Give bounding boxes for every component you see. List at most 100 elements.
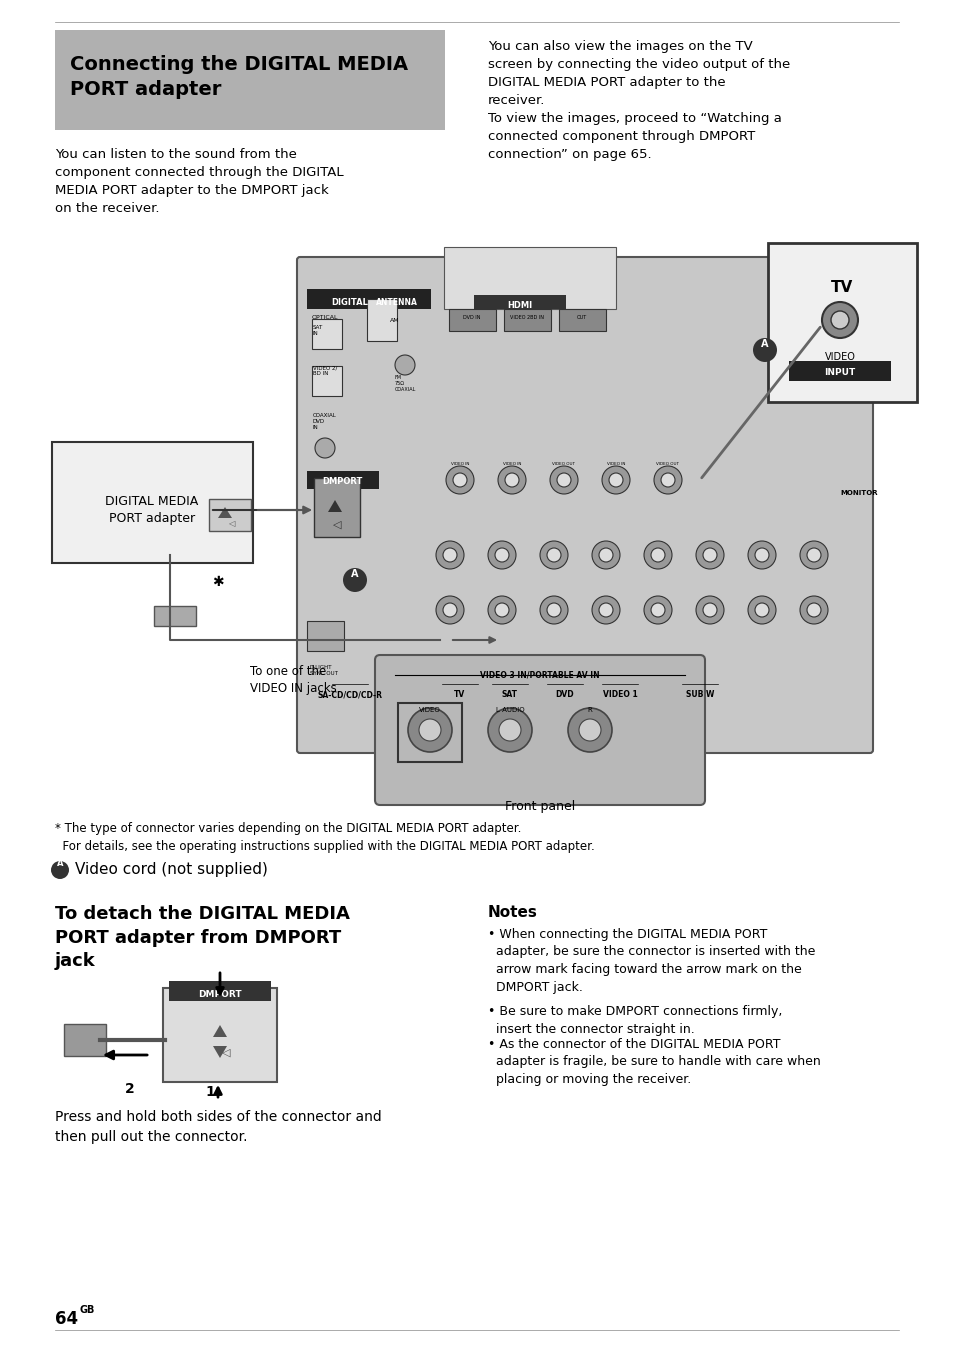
FancyBboxPatch shape bbox=[296, 257, 872, 753]
Text: GB: GB bbox=[80, 1305, 95, 1315]
Circle shape bbox=[800, 541, 827, 569]
Text: TV: TV bbox=[830, 280, 852, 295]
Circle shape bbox=[442, 548, 456, 562]
Circle shape bbox=[702, 548, 717, 562]
FancyBboxPatch shape bbox=[314, 479, 359, 537]
Text: ◁: ◁ bbox=[333, 521, 341, 530]
Circle shape bbox=[314, 438, 335, 458]
Text: 1: 1 bbox=[205, 1086, 214, 1099]
Circle shape bbox=[495, 603, 509, 617]
Text: VIDEO 1: VIDEO 1 bbox=[602, 690, 637, 699]
Circle shape bbox=[806, 548, 821, 562]
Circle shape bbox=[453, 473, 467, 487]
FancyBboxPatch shape bbox=[364, 289, 431, 310]
Circle shape bbox=[821, 301, 857, 338]
Circle shape bbox=[488, 708, 532, 752]
Text: INPUT: INPUT bbox=[823, 368, 855, 377]
FancyBboxPatch shape bbox=[443, 247, 616, 310]
FancyBboxPatch shape bbox=[55, 30, 444, 130]
Text: DIGITAL MEDIA
PORT adapter: DIGITAL MEDIA PORT adapter bbox=[105, 495, 198, 525]
FancyBboxPatch shape bbox=[307, 289, 394, 310]
Circle shape bbox=[650, 603, 664, 617]
Text: Video cord (not supplied): Video cord (not supplied) bbox=[75, 863, 268, 877]
Text: TV: TV bbox=[454, 690, 465, 699]
Circle shape bbox=[592, 596, 619, 625]
Circle shape bbox=[408, 708, 452, 752]
Text: SAT: SAT bbox=[501, 690, 517, 699]
Circle shape bbox=[754, 548, 768, 562]
Circle shape bbox=[436, 596, 463, 625]
FancyBboxPatch shape bbox=[503, 310, 551, 331]
FancyBboxPatch shape bbox=[312, 319, 341, 349]
Circle shape bbox=[752, 338, 776, 362]
Text: VIDEO: VIDEO bbox=[823, 352, 855, 362]
Circle shape bbox=[546, 603, 560, 617]
Circle shape bbox=[578, 719, 600, 741]
Text: D-LIGHT
SYNC OUT: D-LIGHT SYNC OUT bbox=[310, 665, 337, 676]
Text: ✱: ✱ bbox=[212, 575, 224, 589]
Circle shape bbox=[343, 568, 367, 592]
FancyBboxPatch shape bbox=[474, 295, 565, 310]
Circle shape bbox=[800, 596, 827, 625]
Text: ◁: ◁ bbox=[221, 1048, 230, 1059]
Text: OUT: OUT bbox=[577, 315, 586, 320]
FancyBboxPatch shape bbox=[163, 988, 276, 1082]
Polygon shape bbox=[328, 500, 341, 512]
Polygon shape bbox=[213, 1025, 227, 1037]
Circle shape bbox=[539, 541, 567, 569]
Text: COAXIAL
DVD
IN: COAXIAL DVD IN bbox=[313, 412, 336, 430]
Text: VIDEO: VIDEO bbox=[418, 707, 440, 713]
Circle shape bbox=[567, 708, 612, 752]
Circle shape bbox=[696, 541, 723, 569]
Circle shape bbox=[557, 473, 571, 487]
Circle shape bbox=[608, 473, 622, 487]
Circle shape bbox=[418, 719, 440, 741]
FancyBboxPatch shape bbox=[367, 299, 396, 341]
Text: • When connecting the DIGITAL MEDIA PORT
  adapter, be sure the connector is ins: • When connecting the DIGITAL MEDIA PORT… bbox=[488, 927, 815, 994]
Text: 64: 64 bbox=[55, 1310, 78, 1328]
Circle shape bbox=[546, 548, 560, 562]
Text: AM: AM bbox=[390, 318, 399, 323]
Text: You can listen to the sound from the
component connected through the DIGITAL
MED: You can listen to the sound from the com… bbox=[55, 147, 343, 215]
Circle shape bbox=[592, 541, 619, 569]
Text: OPTICAL: OPTICAL bbox=[312, 315, 338, 320]
FancyBboxPatch shape bbox=[52, 442, 253, 562]
FancyBboxPatch shape bbox=[788, 361, 890, 381]
FancyBboxPatch shape bbox=[169, 982, 271, 1000]
Circle shape bbox=[550, 466, 578, 493]
Circle shape bbox=[601, 466, 629, 493]
FancyBboxPatch shape bbox=[153, 606, 195, 626]
Circle shape bbox=[598, 548, 613, 562]
Text: You can also view the images on the TV
screen by connecting the video output of : You can also view the images on the TV s… bbox=[488, 41, 789, 161]
Circle shape bbox=[395, 356, 415, 375]
Text: Front panel: Front panel bbox=[504, 800, 575, 813]
Polygon shape bbox=[218, 507, 232, 518]
FancyBboxPatch shape bbox=[449, 310, 496, 331]
Circle shape bbox=[504, 473, 518, 487]
Text: • Be sure to make DMPORT connections firmly,
  insert the connector straight in.: • Be sure to make DMPORT connections fir… bbox=[488, 1005, 781, 1036]
Text: ANTENNA: ANTENNA bbox=[375, 297, 417, 307]
Text: A: A bbox=[56, 860, 63, 868]
FancyBboxPatch shape bbox=[307, 470, 378, 489]
Circle shape bbox=[806, 603, 821, 617]
Text: SAT
IN: SAT IN bbox=[313, 324, 323, 335]
Text: MONITOR: MONITOR bbox=[840, 489, 877, 496]
Text: Press and hold both sides of the connector and
then pull out the connector.: Press and hold both sides of the connect… bbox=[55, 1110, 381, 1144]
Circle shape bbox=[747, 596, 775, 625]
Circle shape bbox=[488, 541, 516, 569]
Circle shape bbox=[436, 541, 463, 569]
Circle shape bbox=[539, 596, 567, 625]
FancyBboxPatch shape bbox=[307, 621, 344, 652]
Circle shape bbox=[495, 548, 509, 562]
Text: L AUDIO: L AUDIO bbox=[496, 707, 524, 713]
Circle shape bbox=[830, 311, 848, 329]
Text: 2: 2 bbox=[125, 1082, 134, 1096]
Text: VIDEO IN: VIDEO IN bbox=[502, 462, 520, 466]
Text: VIDEO IN: VIDEO IN bbox=[451, 462, 469, 466]
Text: VIDEO OUT: VIDEO OUT bbox=[552, 462, 575, 466]
Text: SA-CD/CD/CD-R: SA-CD/CD/CD-R bbox=[317, 690, 382, 699]
Text: To one of the
VIDEO IN jacks: To one of the VIDEO IN jacks bbox=[250, 665, 336, 695]
Text: DIGITAL: DIGITAL bbox=[332, 297, 368, 307]
Text: DMPORT: DMPORT bbox=[321, 477, 362, 485]
Text: VIDEO OUT: VIDEO OUT bbox=[656, 462, 679, 466]
